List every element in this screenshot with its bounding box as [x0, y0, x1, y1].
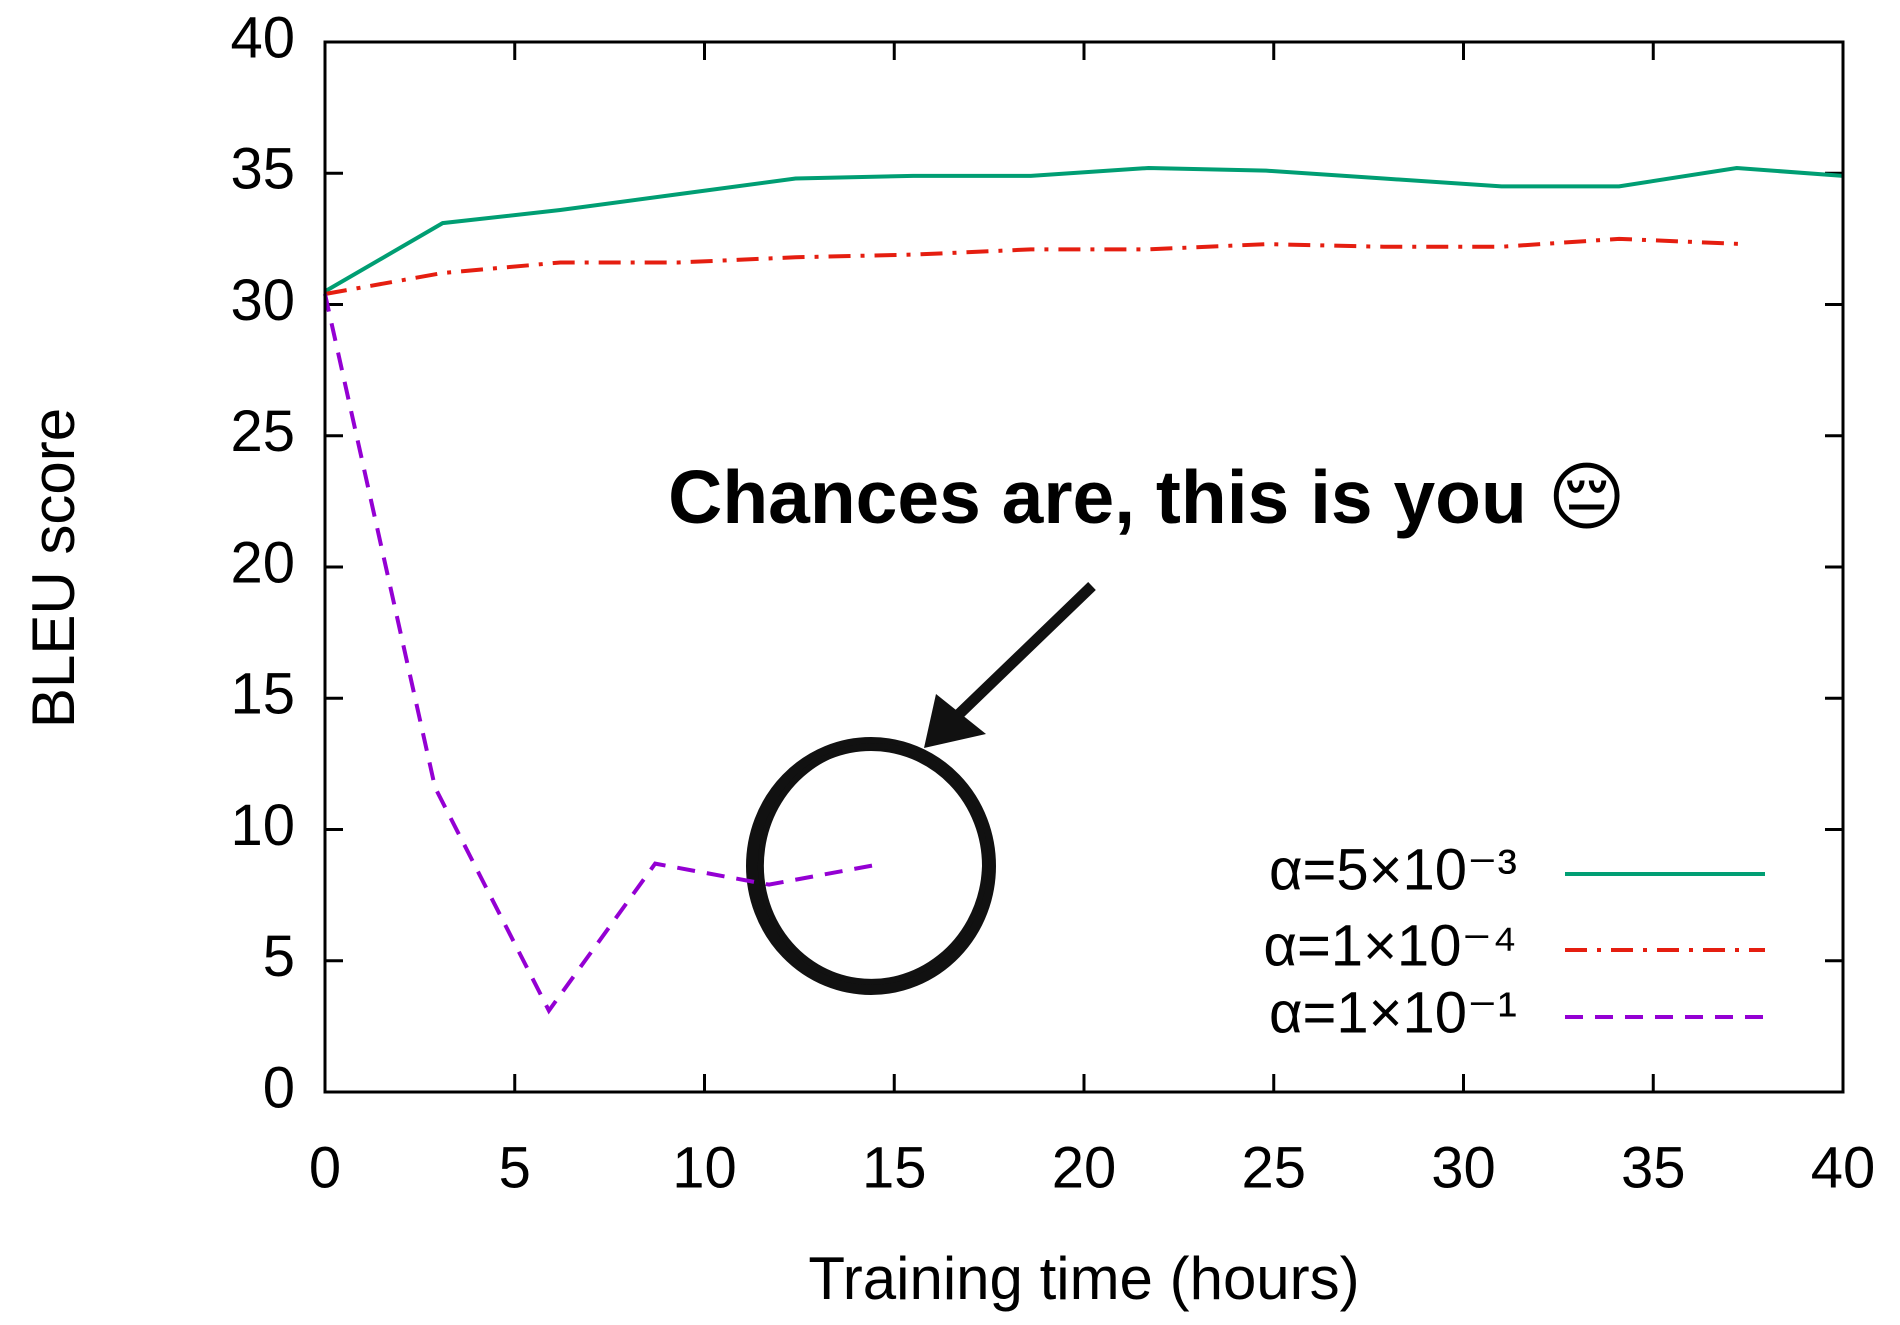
- plot-frame: [323, 40, 1845, 1094]
- y-tick-label: 5: [263, 924, 295, 989]
- legend-label: α=5×10⁻³: [1269, 837, 1517, 902]
- y-tick-label: 20: [230, 530, 295, 595]
- x-tick-label: 35: [1621, 1135, 1686, 1200]
- x-tick-label: 0: [309, 1135, 341, 1200]
- y-tick-label: 25: [230, 399, 295, 464]
- y-axis-label: BLEU score: [20, 408, 87, 728]
- y-tick-label: 15: [230, 662, 295, 727]
- arrow: [924, 582, 1096, 748]
- series-line: [323, 293, 884, 1015]
- x-tick-label: 40: [1811, 1135, 1876, 1200]
- series-line: [324, 236, 1745, 296]
- x-tick-label: 15: [862, 1135, 927, 1200]
- series-line: [323, 165, 1844, 294]
- x-tick-label: 10: [672, 1135, 737, 1200]
- x-tick-label: 25: [1241, 1135, 1306, 1200]
- legend-label: α=1×10⁻¹: [1269, 980, 1517, 1045]
- x-axis-label: Training time (hours): [808, 1245, 1359, 1312]
- y-tick-label: 40: [230, 5, 295, 70]
- x-tick-label: 20: [1052, 1135, 1117, 1200]
- legend-label: α=1×10⁻⁴: [1263, 913, 1517, 978]
- annotation: Chances are, this is you 😔: [668, 455, 1626, 539]
- hand-drawn-circle: [746, 737, 996, 995]
- y-tick-label: 10: [230, 793, 295, 858]
- x-tick-label: 5: [499, 1135, 531, 1200]
- y-tick-label: 35: [230, 137, 295, 202]
- x-tick-label: 30: [1431, 1135, 1496, 1200]
- y-tick-label: 30: [230, 268, 295, 333]
- y-tick-label: 0: [263, 1055, 295, 1120]
